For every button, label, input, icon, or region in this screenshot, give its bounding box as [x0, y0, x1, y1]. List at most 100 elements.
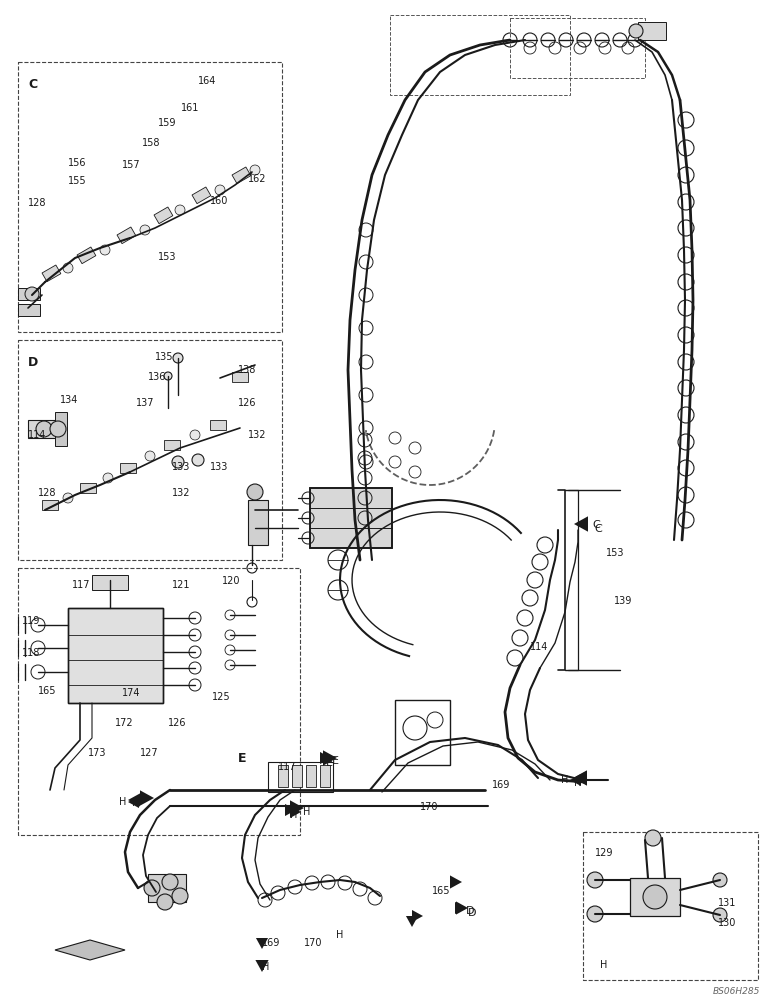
- Bar: [390, 15, 570, 95]
- Bar: [18, 62, 282, 332]
- Text: 170: 170: [304, 938, 322, 948]
- Text: 156: 156: [68, 158, 86, 168]
- Polygon shape: [573, 770, 587, 786]
- Text: H: H: [262, 962, 270, 972]
- Bar: [278, 765, 288, 787]
- Polygon shape: [574, 771, 586, 785]
- Text: 153: 153: [158, 252, 176, 262]
- Circle shape: [63, 493, 73, 503]
- Circle shape: [645, 830, 661, 846]
- Text: 117: 117: [72, 580, 90, 590]
- Circle shape: [175, 205, 185, 215]
- Text: C: C: [594, 524, 602, 534]
- Circle shape: [215, 185, 225, 195]
- Bar: [18, 340, 282, 560]
- Text: C: C: [592, 520, 600, 530]
- Text: D: D: [28, 356, 38, 369]
- Text: E: E: [238, 752, 247, 765]
- Text: 117: 117: [278, 762, 296, 772]
- Bar: [310, 488, 392, 548]
- Text: 169: 169: [262, 938, 280, 948]
- Text: 138: 138: [238, 365, 257, 375]
- Bar: [154, 207, 173, 224]
- Text: C: C: [28, 78, 37, 91]
- Text: D: D: [468, 908, 477, 918]
- Polygon shape: [290, 806, 301, 818]
- Bar: [28, 420, 63, 438]
- Polygon shape: [255, 960, 269, 972]
- Bar: [18, 288, 40, 300]
- Text: 126: 126: [168, 718, 186, 728]
- Text: 119: 119: [22, 616, 40, 626]
- Bar: [42, 500, 58, 510]
- Text: E: E: [326, 758, 333, 768]
- Polygon shape: [128, 796, 139, 808]
- Circle shape: [247, 484, 263, 500]
- Text: 131: 131: [718, 898, 736, 908]
- Text: 139: 139: [614, 596, 633, 606]
- Text: BS06H285: BS06H285: [713, 987, 760, 996]
- Circle shape: [157, 894, 173, 910]
- Circle shape: [587, 906, 603, 922]
- Text: 159: 159: [158, 118, 176, 128]
- Text: 170: 170: [420, 802, 439, 812]
- Circle shape: [36, 421, 52, 437]
- Text: H: H: [574, 778, 581, 788]
- Bar: [18, 304, 40, 316]
- Bar: [18, 568, 300, 835]
- Text: H: H: [600, 960, 607, 970]
- Polygon shape: [320, 752, 331, 764]
- Bar: [80, 483, 96, 493]
- Circle shape: [162, 874, 178, 890]
- Polygon shape: [406, 916, 418, 927]
- Bar: [210, 420, 226, 430]
- Circle shape: [713, 873, 727, 887]
- Text: 134: 134: [60, 395, 79, 405]
- Bar: [92, 575, 128, 590]
- Text: 128: 128: [38, 488, 57, 498]
- Text: 164: 164: [198, 76, 216, 86]
- Text: 165: 165: [432, 886, 451, 896]
- Polygon shape: [323, 750, 337, 766]
- Text: H: H: [132, 798, 139, 808]
- Bar: [232, 372, 248, 382]
- Circle shape: [145, 451, 155, 461]
- Circle shape: [587, 872, 603, 888]
- Circle shape: [172, 888, 188, 904]
- Bar: [192, 187, 211, 204]
- Text: 173: 173: [88, 748, 106, 758]
- Circle shape: [50, 421, 66, 437]
- Text: 126: 126: [238, 398, 257, 408]
- Text: H: H: [290, 810, 297, 820]
- Bar: [510, 18, 645, 78]
- Circle shape: [63, 263, 73, 273]
- Text: 158: 158: [142, 138, 160, 148]
- Text: 161: 161: [181, 103, 199, 113]
- Text: 160: 160: [210, 196, 228, 206]
- Polygon shape: [412, 910, 423, 922]
- Text: H: H: [561, 775, 568, 785]
- Circle shape: [250, 165, 260, 175]
- Polygon shape: [55, 940, 125, 960]
- Text: E: E: [332, 756, 339, 766]
- Text: 128: 128: [28, 198, 47, 208]
- Bar: [310, 488, 392, 548]
- Bar: [638, 22, 666, 40]
- Polygon shape: [456, 901, 468, 915]
- Polygon shape: [455, 902, 466, 914]
- Text: 120: 120: [222, 576, 241, 586]
- Polygon shape: [285, 804, 296, 816]
- Text: 132: 132: [248, 430, 267, 440]
- Circle shape: [713, 908, 727, 922]
- Text: 153: 153: [606, 548, 624, 558]
- Circle shape: [100, 245, 110, 255]
- Bar: [68, 608, 163, 703]
- Bar: [68, 608, 163, 703]
- Text: 118: 118: [22, 648, 40, 658]
- Circle shape: [190, 430, 200, 440]
- Bar: [583, 832, 758, 980]
- Circle shape: [103, 473, 113, 483]
- Text: 136: 136: [148, 372, 167, 382]
- Bar: [42, 265, 61, 282]
- Bar: [395, 700, 450, 765]
